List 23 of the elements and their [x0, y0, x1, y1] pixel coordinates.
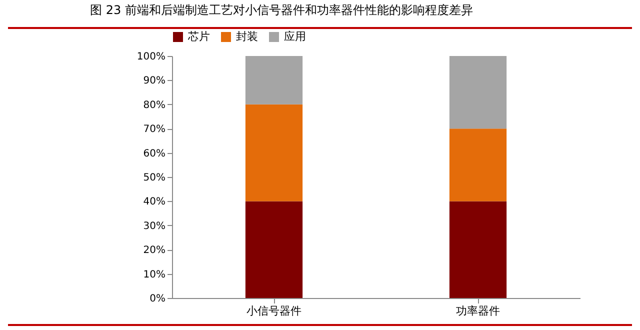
x-tick-label: 功率器件	[456, 304, 500, 318]
y-tick-label: 60%	[143, 148, 166, 160]
legend-label: 应用	[284, 30, 306, 43]
y-tick-label: 50%	[143, 172, 166, 184]
y-tick-label: 40%	[143, 196, 166, 208]
y-tick-label: 80%	[143, 100, 166, 111]
bar	[245, 201, 303, 298]
y-tick-label: 70%	[143, 124, 166, 136]
legend-label: 封装	[236, 30, 258, 43]
y-tick-label: 90%	[143, 76, 166, 87]
bar	[245, 104, 303, 202]
chart-title: 图 23 前端和后端制造工艺对小信号器件和功率器件性能的影响程度差异	[90, 3, 473, 17]
legend-label: 芯片	[187, 30, 210, 43]
y-tick-label: 100%	[136, 52, 166, 62]
bar	[449, 128, 507, 202]
bar	[449, 56, 507, 129]
x-tick-label: 小信号器件	[246, 304, 302, 318]
bar	[245, 56, 303, 104]
bar	[449, 201, 507, 298]
y-tick-label: 10%	[143, 269, 166, 280]
y-tick-label: 30%	[143, 220, 166, 232]
y-tick-label: 0%	[150, 294, 166, 304]
y-tick-label: 20%	[143, 245, 166, 256]
